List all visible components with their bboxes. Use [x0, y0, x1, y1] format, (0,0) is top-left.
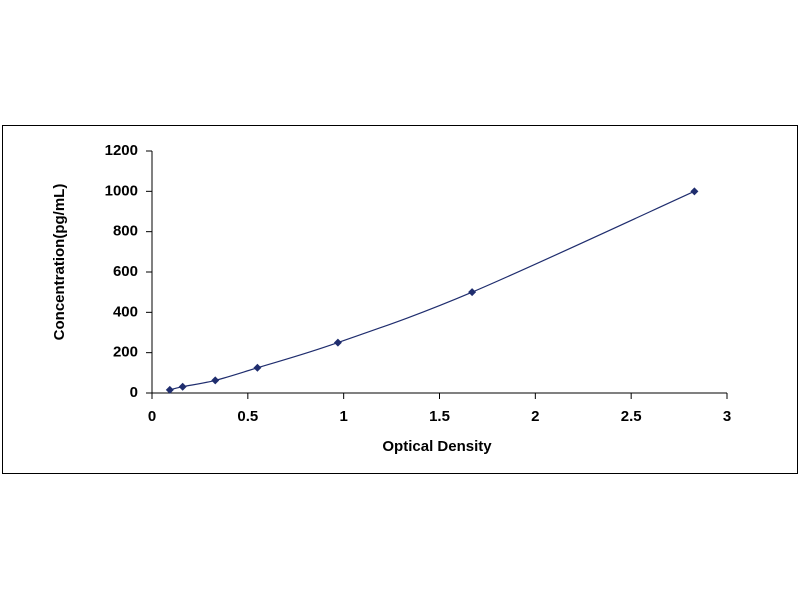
point — [253, 363, 262, 372]
x-tick-label: 1.5 — [429, 408, 450, 425]
y-tick-label: 800 — [113, 223, 138, 240]
y-tick-label: 0 — [130, 384, 138, 401]
point — [178, 382, 187, 391]
y-tick-label: 1000 — [105, 182, 138, 199]
x-tick-label: 3 — [723, 408, 731, 425]
y-axis-label: Concentration(pg/mL) — [51, 184, 68, 341]
x-axis-label: Optical Density — [382, 438, 492, 455]
point — [333, 338, 342, 347]
y-tick-label: 600 — [113, 263, 138, 280]
x-tick-label: 2.5 — [621, 408, 642, 425]
y-tick-label: 400 — [113, 303, 138, 320]
curve — [169, 190, 695, 391]
point — [468, 288, 477, 297]
y-tick-label: 200 — [113, 344, 138, 361]
x-tick-label: 2 — [531, 408, 539, 425]
y-tick-label: 1200 — [105, 142, 138, 159]
x-tick-label: 0.5 — [237, 408, 258, 425]
point — [690, 187, 699, 196]
point — [211, 376, 220, 385]
chart-frame — [2, 125, 798, 474]
point — [165, 385, 174, 394]
x-tick-label: 1 — [339, 408, 347, 425]
x-tick-label: 0 — [148, 408, 156, 425]
